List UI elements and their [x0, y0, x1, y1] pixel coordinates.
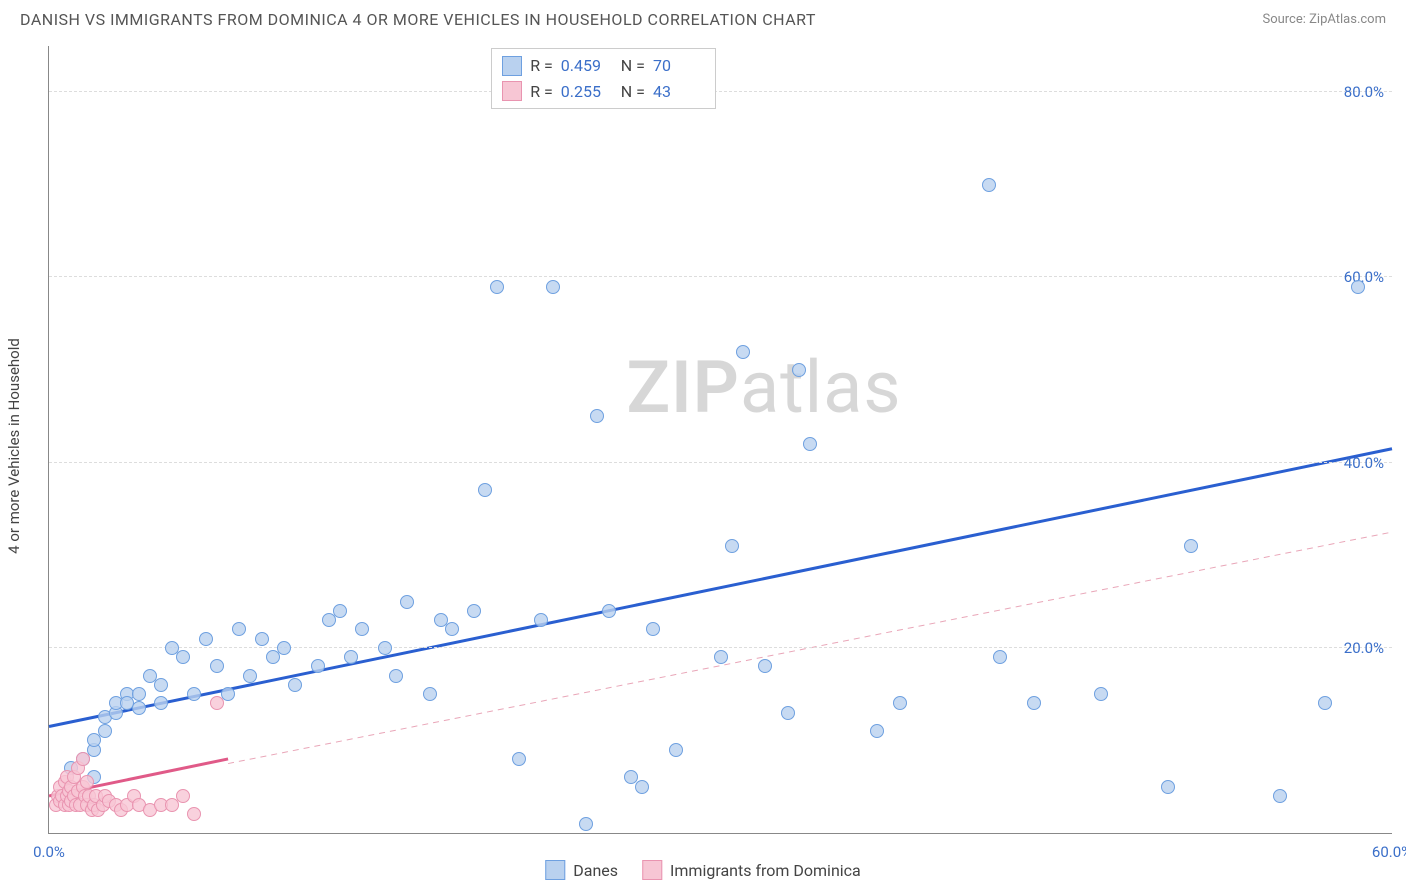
source-label: Source: ZipAtlas.com: [1262, 12, 1386, 27]
grid-line: [49, 462, 1392, 463]
data-point: [187, 807, 201, 821]
data-point: [389, 669, 403, 683]
legend-label: Danes: [573, 861, 618, 880]
data-point: [76, 752, 90, 766]
legend-swatch: [502, 81, 522, 101]
data-point: [590, 409, 604, 423]
data-point: [80, 775, 94, 789]
r-label: R =: [530, 79, 553, 105]
grid-line: [49, 276, 1392, 277]
data-point: [467, 604, 481, 618]
data-point: [154, 696, 168, 710]
data-point: [1273, 789, 1287, 803]
data-point: [669, 743, 683, 757]
data-point: [803, 437, 817, 451]
data-point: [98, 724, 112, 738]
r-value: 0.459: [561, 53, 613, 79]
data-point: [714, 650, 728, 664]
data-point: [792, 363, 806, 377]
data-point: [210, 696, 224, 710]
data-point: [378, 641, 392, 655]
grid-line: [49, 647, 1392, 648]
data-point: [243, 669, 257, 683]
data-point: [1161, 780, 1175, 794]
data-point: [210, 659, 224, 673]
y-tick-label: 20.0%: [1344, 639, 1384, 657]
data-point: [221, 687, 235, 701]
n-value: 70: [653, 53, 705, 79]
watermark: ZIPatlas: [626, 345, 901, 430]
data-point: [725, 539, 739, 553]
data-point: [602, 604, 616, 618]
y-tick-label: 40.0%: [1344, 454, 1384, 472]
data-point: [277, 641, 291, 655]
legend-swatch: [545, 860, 565, 880]
legend-swatch: [642, 860, 662, 880]
data-point: [893, 696, 907, 710]
data-point: [333, 604, 347, 618]
legend-row: R = 0.255 N = 43: [502, 79, 705, 105]
scatter-chart: ZIPatlas 20.0%40.0%60.0%80.0%0.0%60.0%: [48, 46, 1392, 834]
r-label: R =: [530, 53, 553, 79]
data-point: [635, 780, 649, 794]
data-point: [1027, 696, 1041, 710]
n-value: 43: [653, 79, 705, 105]
n-label: N =: [621, 53, 645, 79]
data-point: [579, 817, 593, 831]
y-tick-label: 80.0%: [1344, 83, 1384, 101]
data-point: [982, 178, 996, 192]
data-point: [445, 622, 459, 636]
data-point: [993, 650, 1007, 664]
legend-item: Immigrants from Dominica: [642, 860, 861, 880]
y-axis-title: 4 or more Vehicles in Household: [5, 338, 23, 554]
data-point: [176, 650, 190, 664]
data-point: [311, 659, 325, 673]
data-point: [288, 678, 302, 692]
data-point: [255, 632, 269, 646]
legend-bottom: Danes Immigrants from Dominica: [545, 860, 860, 880]
data-point: [1184, 539, 1198, 553]
n-label: N =: [621, 79, 645, 105]
data-point: [199, 632, 213, 646]
data-point: [1318, 696, 1332, 710]
data-point: [187, 687, 201, 701]
data-point: [132, 687, 146, 701]
data-point: [1094, 687, 1108, 701]
trend-lines: [49, 46, 1392, 833]
data-point: [132, 701, 146, 715]
data-point: [423, 687, 437, 701]
data-point: [758, 659, 772, 673]
data-point: [400, 595, 414, 609]
data-point: [344, 650, 358, 664]
data-point: [154, 678, 168, 692]
data-point: [646, 622, 660, 636]
data-point: [478, 483, 492, 497]
header: DANISH VS IMMIGRANTS FROM DOMINICA 4 OR …: [0, 0, 1406, 33]
x-tick-label: 0.0%: [33, 843, 65, 861]
data-point: [736, 345, 750, 359]
legend-swatch: [502, 56, 522, 76]
legend-item: Danes: [545, 860, 618, 880]
data-point: [534, 613, 548, 627]
data-point: [1351, 280, 1365, 294]
data-point: [176, 789, 190, 803]
legend-label: Immigrants from Dominica: [670, 861, 861, 880]
data-point: [512, 752, 526, 766]
grid-line: [49, 91, 1392, 92]
chart-title: DANISH VS IMMIGRANTS FROM DOMINICA 4 OR …: [20, 10, 816, 29]
data-point: [781, 706, 795, 720]
legend-correlation: R = 0.459 N = 70 R = 0.255 N = 43: [491, 48, 716, 109]
r-value: 0.255: [561, 79, 613, 105]
data-point: [546, 280, 560, 294]
data-point: [355, 622, 369, 636]
legend-row: R = 0.459 N = 70: [502, 53, 705, 79]
data-point: [490, 280, 504, 294]
data-point: [232, 622, 246, 636]
data-point: [870, 724, 884, 738]
x-tick-label: 60.0%: [1372, 843, 1406, 861]
